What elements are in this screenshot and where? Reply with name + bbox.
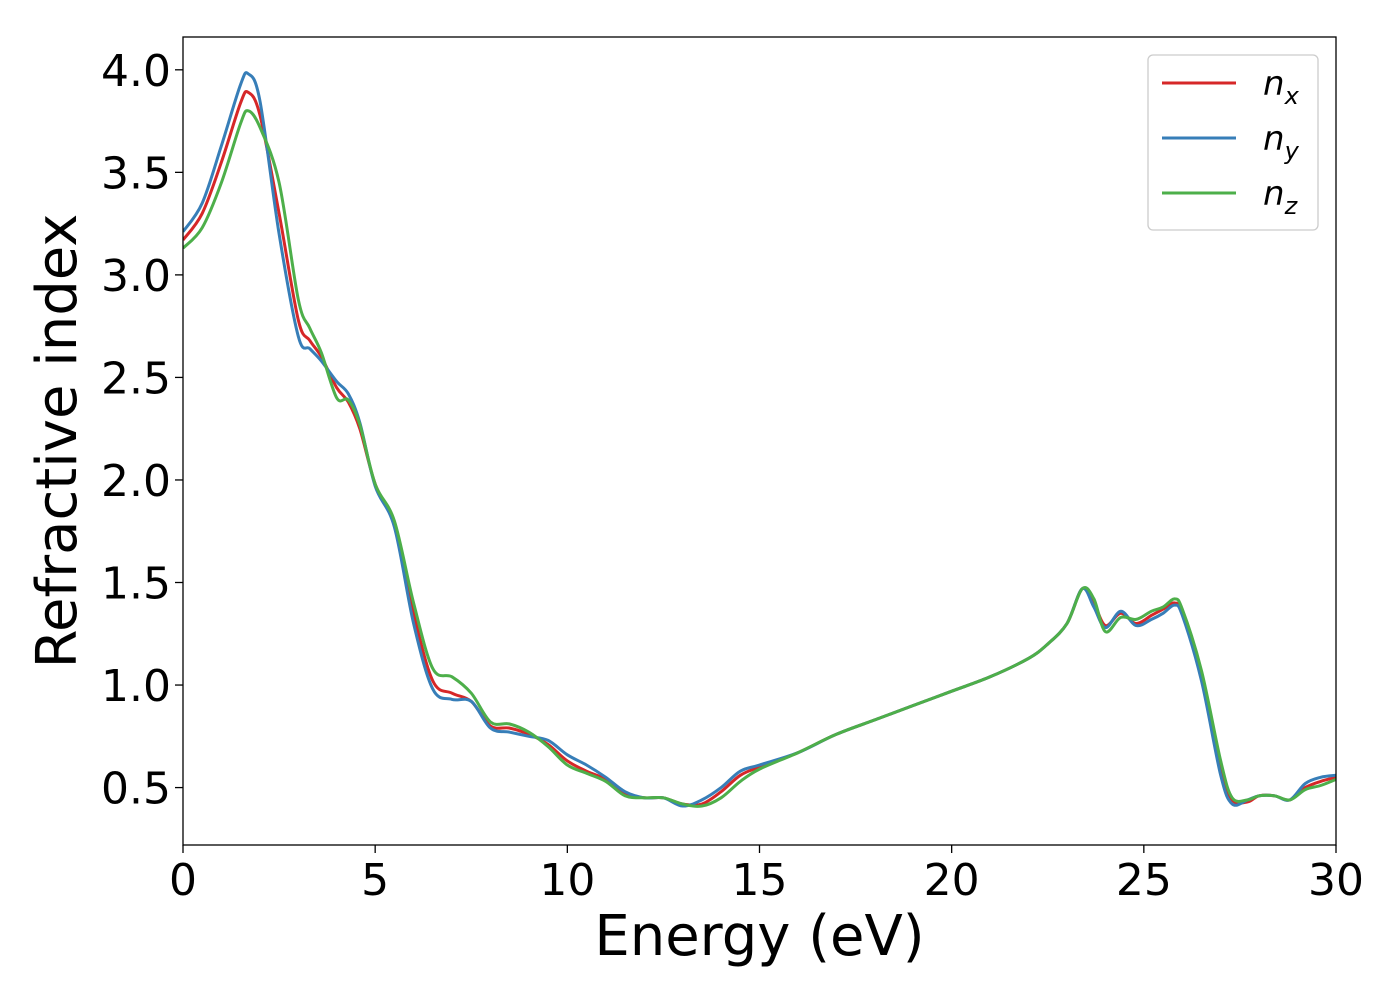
x-tick-label: 20 bbox=[924, 855, 980, 906]
y-tick-label: 3.0 bbox=[101, 251, 171, 302]
y-tick-label: 4.0 bbox=[101, 46, 171, 97]
y-tick-label: 1.5 bbox=[101, 559, 171, 610]
ticks-layer: 0 5 10 15 20 25 30 0.5 1.0 1.5 2.0 2.5 3.0 3.5 4.0 bbox=[101, 46, 1364, 906]
y-tick-label: 2.0 bbox=[101, 456, 171, 507]
x-axis-label: Energy (eV) bbox=[594, 904, 924, 969]
series-line-y bbox=[183, 71, 1336, 808]
y-tick-label: 3.5 bbox=[101, 148, 171, 199]
legend-label: ny bbox=[1263, 119, 1300, 165]
legend-label: nx bbox=[1263, 64, 1300, 110]
x-tick-label: 30 bbox=[1308, 855, 1364, 906]
x-tick-label: 25 bbox=[1116, 855, 1172, 906]
legend-box bbox=[1147, 54, 1319, 231]
series-line-z bbox=[183, 109, 1336, 808]
series-layer bbox=[183, 71, 1336, 808]
y-tick-label: 1.0 bbox=[101, 661, 171, 712]
x-tick-label: 0 bbox=[169, 855, 197, 906]
y-axis-label: Refractive index bbox=[25, 214, 90, 669]
x-tick-label: 5 bbox=[361, 855, 389, 906]
y-tick-label: 0.5 bbox=[101, 764, 171, 815]
x-tick-label: 15 bbox=[732, 855, 788, 906]
y-tick-label: 2.5 bbox=[101, 353, 171, 404]
x-tick-label: 10 bbox=[539, 855, 595, 906]
